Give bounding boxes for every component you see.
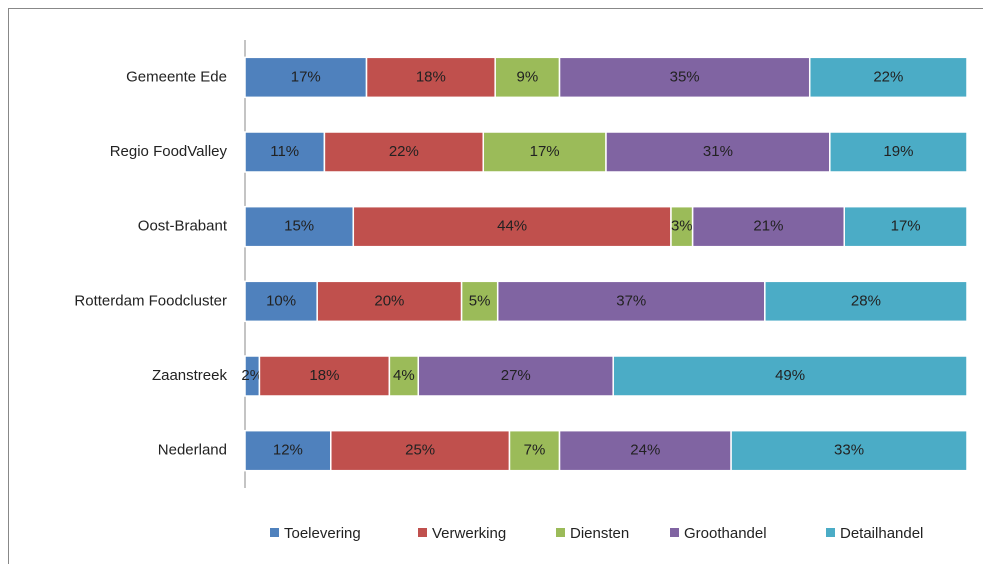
value-label: 31%: [703, 143, 733, 160]
value-label: 44%: [497, 218, 527, 235]
legend-swatch: [670, 528, 679, 537]
bar-segment: [808, 56, 968, 99]
value-label: 3%: [671, 218, 693, 235]
legend-label: Diensten: [570, 525, 629, 542]
bar-segment: [352, 205, 672, 248]
value-label: 7%: [524, 442, 546, 459]
value-label: 28%: [851, 292, 881, 309]
bar-segment: [417, 355, 614, 397]
value-label: 20%: [374, 292, 404, 309]
value-label: 35%: [670, 68, 700, 85]
value-label: 15%: [284, 218, 314, 235]
category-label: Gemeente Ede: [126, 68, 227, 85]
bar-segment: [365, 56, 496, 99]
bar-segment: [244, 205, 355, 248]
value-label: 2%: [241, 367, 263, 384]
bar-segment: [316, 280, 463, 323]
bar-segment: [244, 429, 332, 472]
legend-label: Toelevering: [284, 525, 361, 542]
category-label: Oost-Brabant: [138, 218, 228, 235]
value-label: 37%: [616, 292, 646, 309]
value-label: 12%: [273, 442, 303, 459]
legend-swatch: [826, 528, 835, 537]
value-label: 18%: [416, 68, 446, 85]
value-label: 19%: [883, 143, 913, 160]
bar-segment: [612, 355, 968, 397]
category-label: Regio FoodValley: [110, 143, 228, 160]
bar-segment: [843, 205, 968, 248]
value-label: 11%: [270, 143, 299, 160]
bar-segment: [764, 280, 968, 323]
category-label: Zaanstreek: [152, 367, 228, 384]
legend-label: Detailhandel: [840, 525, 923, 542]
value-label: 5%: [469, 292, 491, 309]
legend-swatch: [270, 528, 279, 537]
bar-segment: [323, 131, 485, 173]
bar-segment: [496, 280, 766, 323]
value-label: 25%: [405, 442, 435, 459]
value-label: 17%: [891, 218, 921, 235]
value-label: 17%: [291, 68, 321, 85]
value-label: 22%: [389, 143, 419, 160]
bar-segment: [605, 131, 831, 173]
bar-segment: [244, 131, 326, 173]
bar-segment: [388, 355, 420, 397]
value-label: 21%: [753, 218, 783, 235]
bar-segment: [258, 355, 391, 397]
chart-border: [8, 8, 983, 564]
value-label: 4%: [393, 367, 415, 384]
legend-label: Groothandel: [684, 525, 767, 542]
value-label: 18%: [309, 367, 339, 384]
value-label: 17%: [530, 143, 560, 160]
legend-label: Verwerking: [432, 525, 506, 542]
legend-swatch: [418, 528, 427, 537]
bar-segment: [829, 131, 968, 173]
value-label: 27%: [501, 367, 531, 384]
legend-swatch: [556, 528, 565, 537]
bar-segment: [558, 429, 732, 472]
value-label: 24%: [630, 442, 660, 459]
value-label: 9%: [517, 68, 539, 85]
bar-segment: [730, 429, 968, 472]
value-label: 10%: [266, 292, 296, 309]
category-label: Nederland: [158, 442, 227, 459]
bar-segment: [330, 429, 511, 472]
bar-segment: [482, 131, 607, 173]
value-label: 33%: [834, 442, 864, 459]
value-label: 49%: [775, 367, 805, 384]
category-label: Rotterdam Foodcluster: [74, 292, 227, 309]
value-label: 22%: [873, 68, 903, 85]
bar-segment: [460, 280, 499, 323]
